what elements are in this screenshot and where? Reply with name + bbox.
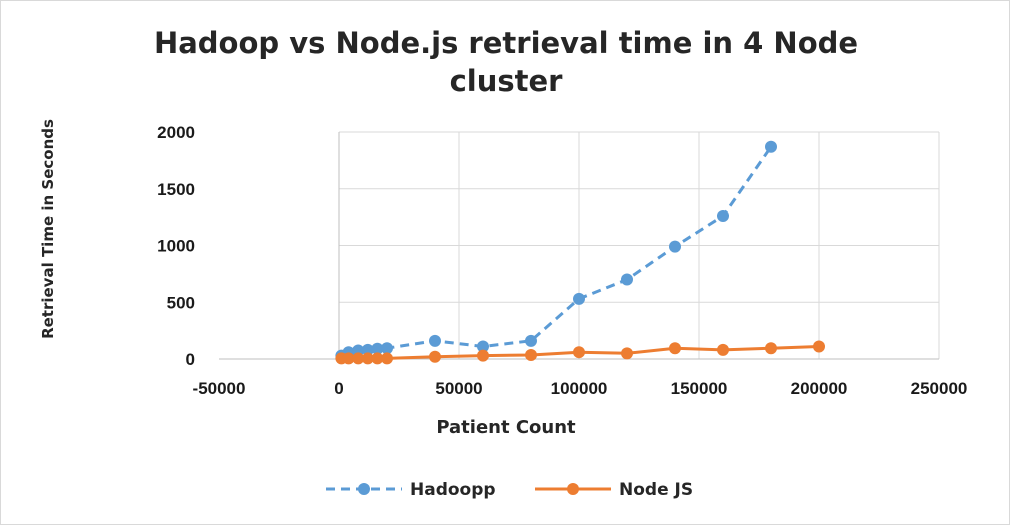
y-tick-label: 1500	[157, 180, 195, 199]
data-point	[669, 342, 681, 355]
data-point	[371, 352, 384, 365]
legend: Hadoopp Node JS	[326, 480, 693, 500]
data-point	[361, 352, 374, 365]
chart-title-line: cluster	[450, 64, 564, 98]
x-tick-label: 250000	[911, 379, 968, 398]
series-line	[340, 145, 773, 357]
y-tick-labels: 0 500 1000 1500 2000	[157, 123, 195, 369]
data-point	[429, 350, 441, 363]
data-point	[765, 140, 777, 153]
data-point	[717, 209, 729, 222]
data-point	[765, 342, 777, 355]
x-tick-label: 200000	[791, 379, 848, 398]
x-tick-label: 0	[334, 379, 343, 398]
data-point	[573, 292, 585, 305]
data-point	[361, 343, 374, 356]
series-node-js	[335, 340, 825, 365]
data-point	[669, 240, 681, 253]
y-tick-label: 2000	[157, 123, 195, 142]
data-point	[381, 352, 393, 365]
data-point	[621, 347, 633, 360]
data-point	[525, 334, 537, 347]
data-series	[335, 140, 825, 365]
data-point	[429, 334, 441, 347]
x-tick-labels: -50000 0 50000 100000 150000 200000 250000	[193, 379, 968, 398]
x-axis-title: Patient Count	[436, 417, 576, 438]
data-point	[573, 346, 585, 359]
y-tick-label: 1000	[157, 237, 195, 256]
x-tick-label: 50000	[435, 379, 482, 398]
data-point	[525, 349, 537, 362]
data-point	[381, 342, 393, 355]
legend-label: Hadoopp	[410, 480, 496, 500]
x-tick-label: 100000	[551, 379, 608, 398]
data-point	[621, 273, 633, 286]
data-point	[371, 342, 384, 355]
data-point	[352, 352, 365, 365]
y-tick-label: 0	[186, 350, 195, 369]
y-tick-label: 500	[167, 293, 195, 312]
legend-label: Node JS	[619, 480, 693, 500]
legend-item: Hadoopp	[326, 480, 496, 500]
data-point	[717, 343, 729, 356]
grid-lines	[219, 131, 940, 360]
legend-marker	[567, 483, 579, 495]
legend-marker	[358, 483, 370, 495]
chart-title-line: Hadoop vs Node.js retrieval time in 4 No…	[154, 26, 858, 60]
data-point	[342, 352, 355, 365]
data-point	[477, 340, 489, 353]
data-point	[477, 349, 489, 362]
series-hadoopp	[335, 140, 777, 362]
x-tick-label: 150000	[671, 379, 728, 398]
y-axis-title: Retrieval Time in Seconds	[39, 119, 57, 339]
x-tick-label: -50000	[193, 379, 246, 398]
data-point	[813, 340, 825, 353]
chart-title: Hadoop vs Node.js retrieval time in 4 No…	[154, 26, 858, 98]
legend-item: Node JS	[535, 480, 693, 500]
